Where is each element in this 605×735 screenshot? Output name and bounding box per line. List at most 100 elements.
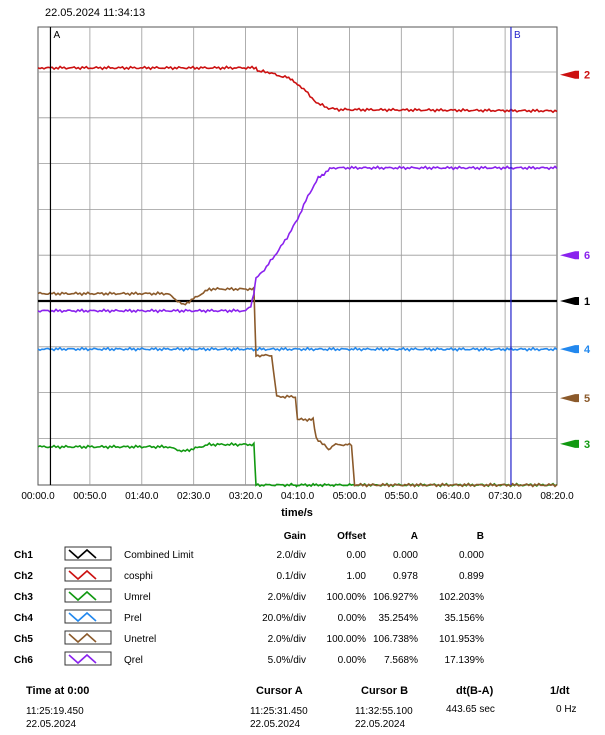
dt-label: dt(B-A) <box>456 685 494 697</box>
marker-label: 2 <box>584 70 590 82</box>
header-gain: Gain <box>283 531 306 542</box>
table-row[interactable]: Ch1 Combined Limit 2.0/div 0.00 0.000 0.000 <box>14 545 484 566</box>
swatch-icon <box>64 651 112 666</box>
channel-name: Prel <box>124 613 142 624</box>
marker-arrow <box>560 297 579 305</box>
cursor-b-tag: B <box>514 30 521 41</box>
channel-gain: 5.0%/div <box>267 655 306 666</box>
marker-label: 6 <box>584 250 590 262</box>
marker-arrow <box>560 394 579 403</box>
channel-value-b: 102.203% <box>438 592 484 603</box>
x-tick-label: 00:50.0 <box>73 491 107 502</box>
series-line-ch5 <box>37 285 558 488</box>
marker-arrow <box>560 345 579 354</box>
channel-gain: 2.0%/div <box>267 634 306 645</box>
series-line-ch6 <box>37 165 558 314</box>
channel-id: Ch3 <box>14 592 33 603</box>
marker-ch3[interactable]: 3 <box>560 439 590 451</box>
channel-value-b: 35.156% <box>444 613 484 624</box>
cursor-a-date: 22.05.2024 <box>250 719 301 730</box>
x-tick-label: 05:00.0 <box>333 491 367 502</box>
channel-value-a: 0.978 <box>392 571 418 582</box>
channel-offset: 0.00% <box>337 613 366 624</box>
cursor-a-time: 11:25:31.450 <box>250 706 308 717</box>
header-b: B <box>476 531 484 542</box>
x-tick-label: 03:20.0 <box>229 491 263 502</box>
time-at-zero-time: 11:25:19.450 <box>26 706 84 717</box>
marker-arrow <box>560 439 579 448</box>
channel-value-a: 106.927% <box>372 592 418 603</box>
swatch-icon <box>64 588 112 603</box>
swatch-icon <box>64 630 112 645</box>
table-row[interactable]: Ch6 Qrel 5.0%/div 0.00% 7.568% 17.139% <box>14 650 484 671</box>
channel-id: Ch1 <box>14 550 33 561</box>
x-ticks: 00:00.0 00:50.0 01:40.0 02:30.0 03:20.0 04:10… <box>21 491 574 502</box>
channel-name: cosphi <box>124 571 153 582</box>
cursor-b-date: 22.05.2024 <box>355 719 406 730</box>
table-row[interactable]: Ch4 Prel 20.0%/div 0.00% 35.254% 35.156% <box>14 608 484 629</box>
channel-swatch <box>64 545 124 566</box>
channel-swatch <box>64 608 124 629</box>
channel-offset: 0.00 <box>346 550 366 561</box>
inv-dt-value: 0 Hz <box>556 704 577 715</box>
dt-number: 443.65 <box>446 704 477 715</box>
x-tick-label: 05:50.0 <box>385 491 419 502</box>
marker-ch2[interactable]: 2 <box>560 70 590 82</box>
marker-arrow <box>560 251 579 260</box>
table-row[interactable]: Ch3 Umrel 2.0%/div 100.00% 106.927% 102.203% <box>14 587 484 608</box>
channel-value-b: 0.000 <box>458 550 484 561</box>
header-timestamp: 22.05.2024 11:34:13 <box>45 7 146 19</box>
marker-arrow <box>560 70 579 79</box>
channel-table: Gain Offset A B Ch1 Combined Limit 2.0/div… <box>14 528 484 671</box>
table-header-row: Gain Offset A B <box>14 528 484 545</box>
channel-swatch <box>64 587 124 608</box>
dt-value: 443.65 sec <box>446 704 495 715</box>
channel-name: Unetrel <box>124 634 157 645</box>
channel-gain: 2.0%/div <box>267 592 306 603</box>
swatch-icon <box>64 609 112 624</box>
channel-value-a: 35.254% <box>378 613 418 624</box>
header-a: A <box>410 531 418 542</box>
cursor-b-label: Cursor B <box>361 685 409 697</box>
marker-ch5[interactable]: 5 <box>560 393 590 405</box>
channel-id: Ch6 <box>14 655 33 666</box>
channel-id: Ch2 <box>14 571 33 582</box>
channel-offset: 1.00 <box>346 571 366 582</box>
swatch-icon <box>64 567 112 582</box>
marker-label: 5 <box>584 393 590 405</box>
marker-label: 1 <box>584 296 590 308</box>
x-tick-label: 06:40.0 <box>437 491 471 502</box>
series-group <box>37 65 558 488</box>
table-row[interactable]: Ch5 Unetrel 2.0%/div 100.00% 106.738% 101.953… <box>14 629 484 650</box>
channel-value-b: 101.953% <box>438 634 484 645</box>
header-offset: Offset <box>337 531 366 542</box>
channel-id: Ch4 <box>14 613 33 624</box>
channel-markers: 1 2 3 4 5 6 <box>560 70 591 451</box>
marker-ch1[interactable]: 1 <box>560 296 590 308</box>
x-tick-label: 07:30.0 <box>488 491 522 502</box>
channel-value-b: 17.139% <box>444 655 484 666</box>
x-axis-label: time/s <box>281 507 313 519</box>
x-tick-label: 02:30.0 <box>177 491 211 502</box>
channel-id: Ch5 <box>14 634 33 645</box>
marker-label: 3 <box>584 439 590 451</box>
swatch-icon <box>64 546 112 561</box>
channel-name: Combined Limit <box>124 550 194 561</box>
marker-ch6[interactable]: 6 <box>560 250 590 262</box>
x-tick-label: 04:10.0 <box>281 491 315 502</box>
x-tick-label: 00:00.0 <box>21 491 55 502</box>
series-line-ch4 <box>37 346 558 352</box>
channel-gain: 20.0%/div <box>262 613 306 624</box>
channel-value-a: 0.000 <box>392 550 418 561</box>
channel-offset: 100.00% <box>326 634 366 645</box>
x-tick-label: 08:20.0 <box>540 491 574 502</box>
time-at-zero-date: 22.05.2024 <box>26 719 77 730</box>
grid <box>38 27 557 485</box>
channel-offset: 0.00% <box>337 655 366 666</box>
marker-ch4[interactable]: 4 <box>560 344 591 356</box>
channel-gain: 0.1/div <box>276 571 306 582</box>
cursor-a-label: Cursor A <box>256 685 303 697</box>
x-tick-label: 01:40.0 <box>125 491 159 502</box>
table-row[interactable]: Ch2 cosphi 0.1/div 1.00 0.978 0.899 <box>14 566 484 587</box>
